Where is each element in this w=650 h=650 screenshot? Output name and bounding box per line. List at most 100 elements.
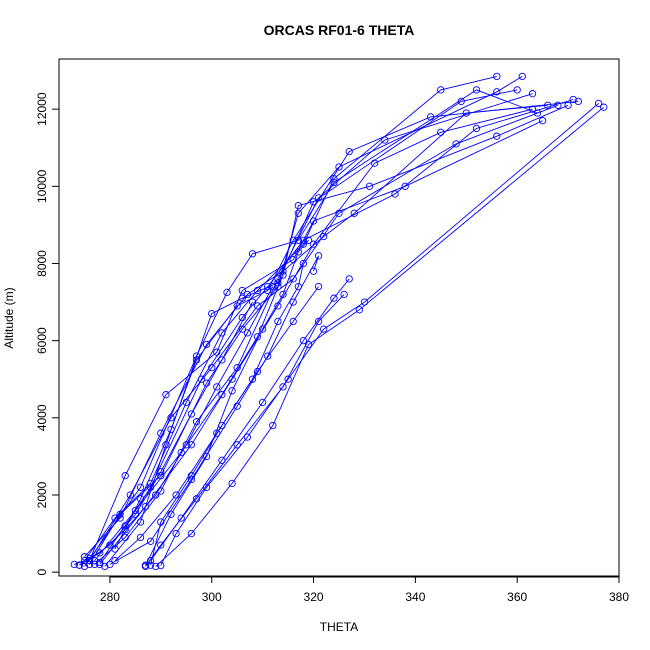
data-point [594,99,603,108]
series-line [89,76,523,565]
data-point [162,391,170,399]
data-point [218,356,226,364]
series-5 [80,86,542,571]
series-line [94,104,569,561]
series-2 [85,72,526,569]
data-point [167,414,175,422]
data-point [309,267,318,275]
series-line [94,93,533,565]
data-point [391,190,399,198]
x-tick-label: 300 [202,590,222,604]
data-point [223,288,231,297]
data-point [330,178,338,187]
x-tick-label: 380 [609,590,629,604]
data-point [528,90,537,98]
data-point [248,375,257,383]
data-point [80,562,89,571]
data-point [213,348,221,356]
series-9 [80,101,552,561]
data-point [258,325,267,333]
series-line [160,103,599,566]
data-point [253,367,262,376]
data-point [518,72,526,81]
data-point [208,364,216,372]
data-point [182,441,190,449]
series-6 [85,117,547,565]
data-point [187,410,196,418]
series-20 [157,99,603,570]
data-point [274,317,282,326]
y-axis: 0 2000 4000 6000 8000 10000 12000 [35,92,60,575]
series-line [114,286,319,561]
data-point [365,182,374,190]
data-point [167,425,175,434]
series-12 [96,105,537,569]
series-line [84,89,538,567]
data-point [243,329,252,337]
data-point [269,421,277,430]
data-point [600,103,608,111]
data-point [126,491,134,499]
data-point [238,294,246,302]
data-point [141,562,150,571]
data-point [340,290,348,299]
data-point [299,259,308,268]
y-tick-label: 0 [35,568,49,575]
series-line [114,100,579,550]
x-tick-label: 340 [405,590,425,604]
series-13 [141,236,313,569]
series-19 [152,103,608,571]
data-point [544,101,552,109]
data-point [574,97,582,106]
data-point [320,232,328,241]
data-point [208,309,216,318]
data-point [233,302,241,310]
data-point [243,290,252,299]
data-point [96,549,104,557]
data-point [538,117,547,125]
data-point [213,429,221,437]
data-point [253,302,262,310]
data-point [457,97,465,106]
series-15 [106,252,323,569]
data-point [345,147,353,156]
data-point [554,101,562,109]
data-point [228,387,236,395]
series-3 [96,95,577,567]
data-point [121,472,129,480]
series-line [89,120,543,561]
series-22 [75,282,277,569]
data-point [304,340,313,349]
data-point [238,286,246,295]
series-line [79,286,274,566]
data-point [80,553,89,561]
series-4 [90,101,572,565]
data-point [177,514,185,522]
data-point [299,236,308,244]
data-point [172,529,180,538]
data-point [101,562,109,571]
data-point [177,448,185,457]
data-point [187,475,196,484]
data-point [320,325,328,333]
series-line [84,104,548,558]
data-point [309,240,318,248]
data-point [202,483,211,491]
data-point [304,236,313,244]
y-tick-label: 6000 [35,327,49,354]
data-point [116,514,124,522]
series-16 [111,282,323,565]
data-point [472,124,481,133]
y-tick-label: 4000 [35,404,49,431]
data-point [121,526,129,534]
data-point [289,298,297,306]
data-point [381,136,389,144]
data-point [309,217,318,225]
x-axis: 280 300 320 340 360 380 [100,576,629,604]
series-line [89,104,559,561]
series-11 [85,101,562,565]
series-line [74,301,253,565]
data-point [243,433,252,441]
data-point [513,86,521,94]
